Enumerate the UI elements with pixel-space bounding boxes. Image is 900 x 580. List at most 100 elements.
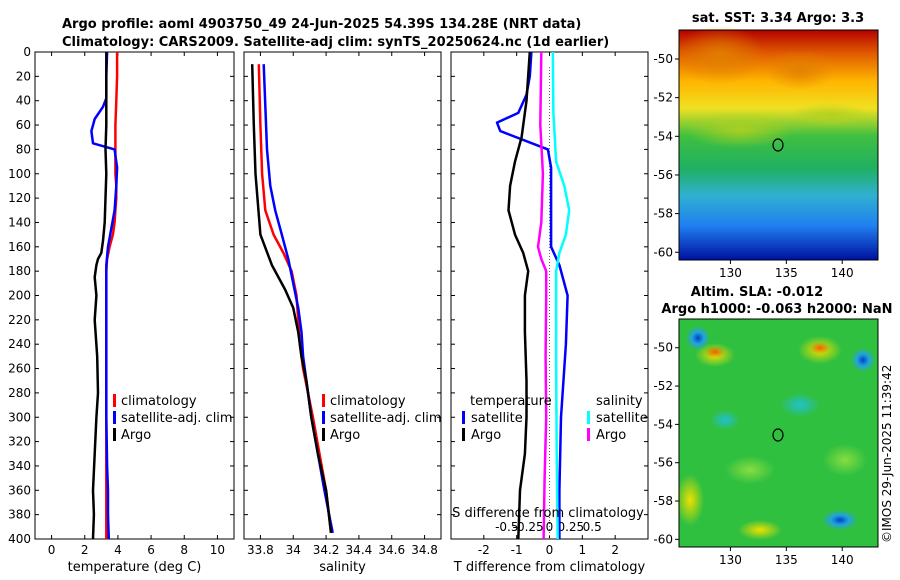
sst-xtick-label: 140 (831, 266, 854, 280)
sst-ytick-label: -52 (653, 91, 673, 105)
salinity-xlabel: salinity (319, 560, 366, 575)
diff-legend-s-argo: Argo (596, 428, 626, 443)
temperature-xtick-label: 8 (180, 543, 188, 557)
temperature-xtick-label: 6 (147, 543, 155, 557)
sla-ytick-label: -56 (653, 456, 673, 470)
temperature-ytick-label: 20 (16, 69, 31, 83)
temperature-xlabel: temperature (deg C) (68, 560, 202, 575)
sst-map-title: sat. SST: 3.34 Argo: 3.3 (692, 11, 864, 26)
sla-map-title-1: Altim. SLA: -0.012 (691, 285, 823, 300)
sla-ytick-label: -50 (653, 341, 673, 355)
salinity-legend-swatch (322, 394, 325, 407)
temperature-xtick-label: 2 (81, 543, 89, 557)
sst-ytick-label: -50 (653, 52, 673, 66)
salinity-legend-label: climatology (330, 394, 406, 409)
diff-top-xtick-label: 0.5 (583, 520, 602, 534)
temperature-series-satellite-adj-clim (90, 51, 119, 540)
temperature-ytick-label: 240 (8, 337, 31, 351)
salinity-series-argo (250, 64, 333, 534)
temperature-ytick-label: 200 (8, 289, 31, 303)
sla-ytick-label: -54 (653, 417, 673, 431)
sla-xtick-label: 140 (831, 553, 854, 567)
temperature-ytick-label: 160 (8, 240, 31, 254)
salinity-xtick-label: 34.8 (411, 543, 438, 557)
differences-xlabel: T difference from climatology (453, 560, 646, 575)
diff-legend-s-argo-swatch (587, 428, 590, 441)
header-line-1: Argo profile: aoml 4903750_49 24-Jun-202… (62, 17, 581, 32)
differences-xtick-label: -2 (478, 543, 490, 557)
temperature-xtick-label: 4 (114, 543, 122, 557)
salinity-legend-swatch (322, 428, 325, 441)
temperature-ytick-label: 220 (8, 313, 31, 327)
temperature-legend-label: Argo (121, 428, 151, 443)
temperature-ytick-label: 80 (16, 142, 31, 156)
temperature-legend-swatch (113, 394, 116, 407)
sla-argo-marker (772, 428, 784, 442)
sst-ytick-label: -60 (653, 245, 673, 259)
sst-argo-marker (772, 138, 784, 152)
temperature-legend-label: climatology (121, 394, 197, 409)
temperature-ytick-label: 100 (8, 167, 31, 181)
sla-map (676, 318, 879, 548)
sla-ytick-label: -58 (653, 494, 673, 508)
temperature-panel: 0204060801001201401601802002202402602803… (8, 45, 235, 575)
sst-map-axes: 130 135 140 -50 -52 -54 -56 -58 -60 (653, 52, 853, 280)
diff-top-xtick-label: 0.25 (557, 520, 584, 534)
temperature-ytick-label: 40 (16, 94, 31, 108)
diff-legend-s-satellite-swatch (587, 411, 590, 424)
diff-top-xtick-label: -0.25 (513, 520, 544, 534)
sla-xtick-label: 135 (775, 553, 798, 567)
temperature-legend-swatch (113, 428, 116, 441)
temperature-ytick-label: 320 (8, 435, 31, 449)
temperature-ytick-label: 140 (8, 215, 31, 229)
salinity-xtick-label: 34.6 (378, 543, 405, 557)
sst-ytick-label: -54 (653, 129, 673, 143)
temperature-ytick-label: 340 (8, 459, 31, 473)
temperature-legend-label: satellite-adj. clim (121, 411, 233, 426)
sst-ytick-label: -58 (653, 207, 673, 221)
diff-legend-t-satellite: satellite (471, 411, 523, 426)
diff-top-xlabel: S difference from climatology (452, 506, 644, 521)
diff-legend-t-satellite-swatch (462, 411, 465, 424)
sla-ytick-label: -52 (653, 379, 673, 393)
diff-legend-t-argo: Argo (471, 428, 501, 443)
salinity-xtick-label: 33.8 (247, 543, 274, 557)
temperature-ytick-label: 0 (23, 45, 31, 59)
salinity-xtick-label: 34.4 (346, 543, 373, 557)
diff-legend-temperature-title: temperature (470, 394, 552, 409)
differences-xtick-label: 2 (611, 543, 619, 557)
diff-legend-salinity-title: salinity (596, 394, 643, 409)
sla-ytick-label: -60 (653, 532, 673, 546)
differences-series-s-satellite (551, 51, 571, 540)
differences-xtick-label: 0 (546, 543, 554, 557)
temperature-ytick-label: 360 (8, 483, 31, 497)
differences-series-t-argo (507, 51, 532, 540)
temperature-ytick-label: 300 (8, 410, 31, 424)
sla-map-axes: 130 135 140 -50 -52 -54 -56 -58 -60 (653, 341, 853, 567)
sst-xtick-label: 135 (775, 266, 798, 280)
sla-xtick-label: 130 (719, 553, 742, 567)
temperature-xtick-label: 0 (48, 543, 56, 557)
differences-xtick-label: -1 (511, 543, 523, 557)
temperature-legend-swatch (113, 411, 116, 424)
temperature-series-argo (91, 52, 108, 540)
salinity-xtick-label: 34.2 (313, 543, 340, 557)
temperature-frame (34, 51, 235, 540)
sla-map-title-2: Argo h1000: -0.063 h2000: NaN (661, 302, 892, 317)
sst-xtick-label: 130 (719, 266, 742, 280)
salinity-panel: 33.8 34 34.2 34.4 34.6 34.8 salinity climatolog… (243, 51, 442, 575)
sst-ytick-label: -56 (653, 168, 673, 182)
salinity-xtick-label: 34 (286, 543, 301, 557)
diff-legend-s-satellite: satellite (596, 411, 648, 426)
temperature-ytick-label: 400 (8, 532, 31, 546)
differences-series-t-satellite (495, 51, 569, 539)
temperature-ytick-label: 180 (8, 264, 31, 278)
header-line-2: Climatology: CARS2009. Satellite-adj cli… (62, 35, 609, 50)
salinity-legend-label: Argo (330, 428, 360, 443)
differences-series-s-argo (536, 51, 548, 540)
differences-xtick-label: 1 (579, 543, 587, 557)
temperature-ytick-label: 280 (8, 386, 31, 400)
difference-panel: -2 -1 0 1 2 T difference from climatology -0.5… (450, 51, 649, 575)
temperature-ytick-label: 60 (16, 118, 31, 132)
